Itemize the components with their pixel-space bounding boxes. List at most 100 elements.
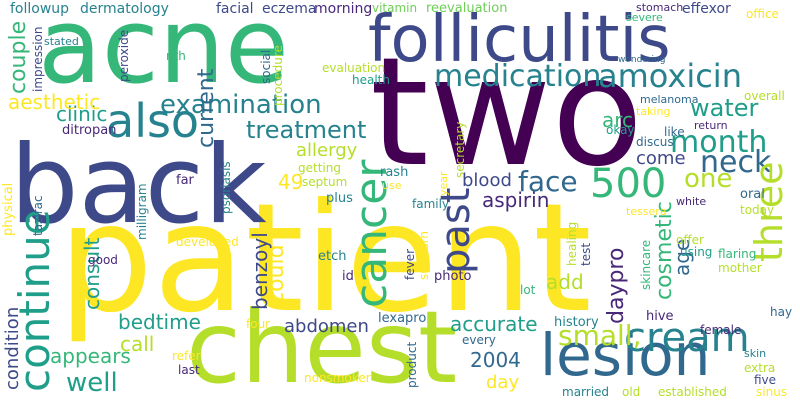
word-health: health bbox=[352, 73, 390, 87]
word-id: id bbox=[342, 269, 354, 284]
word-nth: nth bbox=[166, 49, 186, 63]
word-tazirac: tazirac bbox=[31, 195, 45, 236]
word-using: using bbox=[680, 245, 713, 259]
word-four: four bbox=[246, 317, 271, 331]
word-dermatology: dermatology bbox=[80, 1, 169, 17]
word-offer: offer bbox=[676, 233, 704, 247]
word-current: current bbox=[194, 68, 219, 148]
word-flaring: flaring bbox=[718, 247, 757, 261]
word-melanoma: melanoma bbox=[640, 93, 699, 106]
word-wondering: wondering bbox=[618, 55, 666, 65]
word-overall: overall bbox=[744, 89, 785, 103]
word-eczema: eczema bbox=[262, 1, 317, 17]
word-test: test bbox=[579, 242, 593, 266]
word-call: call bbox=[120, 332, 155, 356]
word-month: month bbox=[670, 125, 768, 160]
word-couple: couple bbox=[6, 20, 31, 94]
word-developed: developed bbox=[176, 235, 239, 249]
word-refer: refer bbox=[172, 349, 201, 363]
word-ditropan: ditropan bbox=[62, 123, 117, 138]
word-peroxide: peroxide bbox=[117, 29, 131, 82]
word-clinic: clinic bbox=[56, 102, 108, 126]
word-abdomen: abdomen bbox=[284, 316, 369, 337]
word-far: far bbox=[176, 173, 194, 188]
word-back: back bbox=[10, 123, 267, 248]
word-tessera: tessera bbox=[626, 205, 667, 218]
word-also: also bbox=[106, 94, 200, 148]
word-year: year bbox=[437, 171, 450, 196]
word-like: like bbox=[664, 125, 685, 139]
word-photo: photo bbox=[434, 269, 472, 284]
word-lot: lot bbox=[520, 283, 536, 297]
word-sunburn: sunburn bbox=[417, 230, 431, 280]
word-procedure: procedure bbox=[271, 45, 285, 106]
word-benzoyl: benzoyl bbox=[248, 232, 272, 310]
word-500: 500 bbox=[590, 161, 667, 207]
word-condition: condition bbox=[2, 306, 23, 390]
word-nonsmoker: nonsmoker bbox=[304, 371, 371, 385]
word-amoxicin: amoxicin bbox=[598, 57, 742, 95]
word-aspirin: aspirin bbox=[482, 188, 550, 212]
word-healing: healing bbox=[565, 221, 579, 266]
word-skincare: skincare bbox=[639, 239, 653, 290]
word-treatment: treatment bbox=[246, 116, 367, 144]
word-white: white bbox=[676, 195, 707, 208]
word-reevaluation: reevaluation bbox=[426, 1, 508, 16]
word-vitamin: vitamin bbox=[372, 1, 418, 15]
word-discus: discus bbox=[636, 135, 674, 149]
word-two: two bbox=[370, 26, 644, 200]
word-water: water bbox=[690, 94, 759, 122]
word-getting: getting bbox=[298, 161, 341, 175]
word-stated: stated bbox=[44, 35, 79, 48]
word-office: office bbox=[746, 7, 779, 21]
word-folliculitis: folliculitis bbox=[368, 3, 671, 77]
word-chest: chest bbox=[186, 289, 458, 400]
word-49: 49 bbox=[278, 170, 304, 194]
word-appears: appears bbox=[50, 344, 131, 368]
word-mother: mother bbox=[718, 261, 762, 275]
word-milligram: milligram bbox=[135, 183, 149, 240]
word-lexapro: lexapro bbox=[378, 311, 427, 326]
word-last: last bbox=[178, 363, 200, 377]
word-patient: patient bbox=[58, 172, 592, 346]
word-day: day bbox=[486, 372, 520, 393]
word-add: add bbox=[546, 270, 584, 294]
word-rash: rash bbox=[380, 165, 409, 180]
word-female: female bbox=[700, 323, 742, 337]
word-today: today bbox=[740, 203, 775, 217]
word-facial: facial bbox=[216, 1, 254, 17]
word-family: family bbox=[412, 197, 450, 211]
word-followup: followup bbox=[10, 1, 70, 17]
word-morning: morning bbox=[314, 1, 373, 17]
word-return: return bbox=[694, 119, 728, 132]
word-acne: acne bbox=[38, 0, 289, 107]
word-cream: cream bbox=[624, 315, 750, 361]
word-small: small, bbox=[558, 319, 642, 352]
word-lesion: lesion bbox=[540, 321, 711, 389]
word-established: established bbox=[658, 385, 727, 399]
word-skin: skin bbox=[744, 347, 767, 360]
word-extra: extra bbox=[744, 361, 776, 375]
word-history: history bbox=[554, 315, 599, 330]
word-physical: physical bbox=[1, 182, 16, 236]
word-consult: consult bbox=[80, 237, 104, 310]
word-bedtime: bedtime bbox=[118, 310, 201, 334]
word-married: married bbox=[562, 385, 610, 399]
word-blood: blood bbox=[462, 170, 512, 191]
word-old: old bbox=[622, 385, 641, 399]
word-effexor: effexor bbox=[682, 1, 731, 17]
word-allergy: allergy bbox=[296, 140, 358, 161]
word-sinus: sinus bbox=[756, 385, 788, 399]
word-examination: examination bbox=[160, 90, 322, 120]
word-every: every bbox=[462, 333, 496, 347]
word-well: well bbox=[66, 368, 118, 398]
word-accurate: accurate bbox=[450, 312, 538, 336]
word-okay: okay bbox=[606, 123, 635, 137]
word-daypro: daypro bbox=[604, 247, 629, 324]
word-etch: etch bbox=[318, 249, 347, 264]
word-medication: medication bbox=[434, 59, 602, 94]
word-come: come bbox=[636, 148, 686, 169]
word-fever: fever bbox=[403, 248, 417, 280]
word-use: use bbox=[382, 179, 402, 192]
